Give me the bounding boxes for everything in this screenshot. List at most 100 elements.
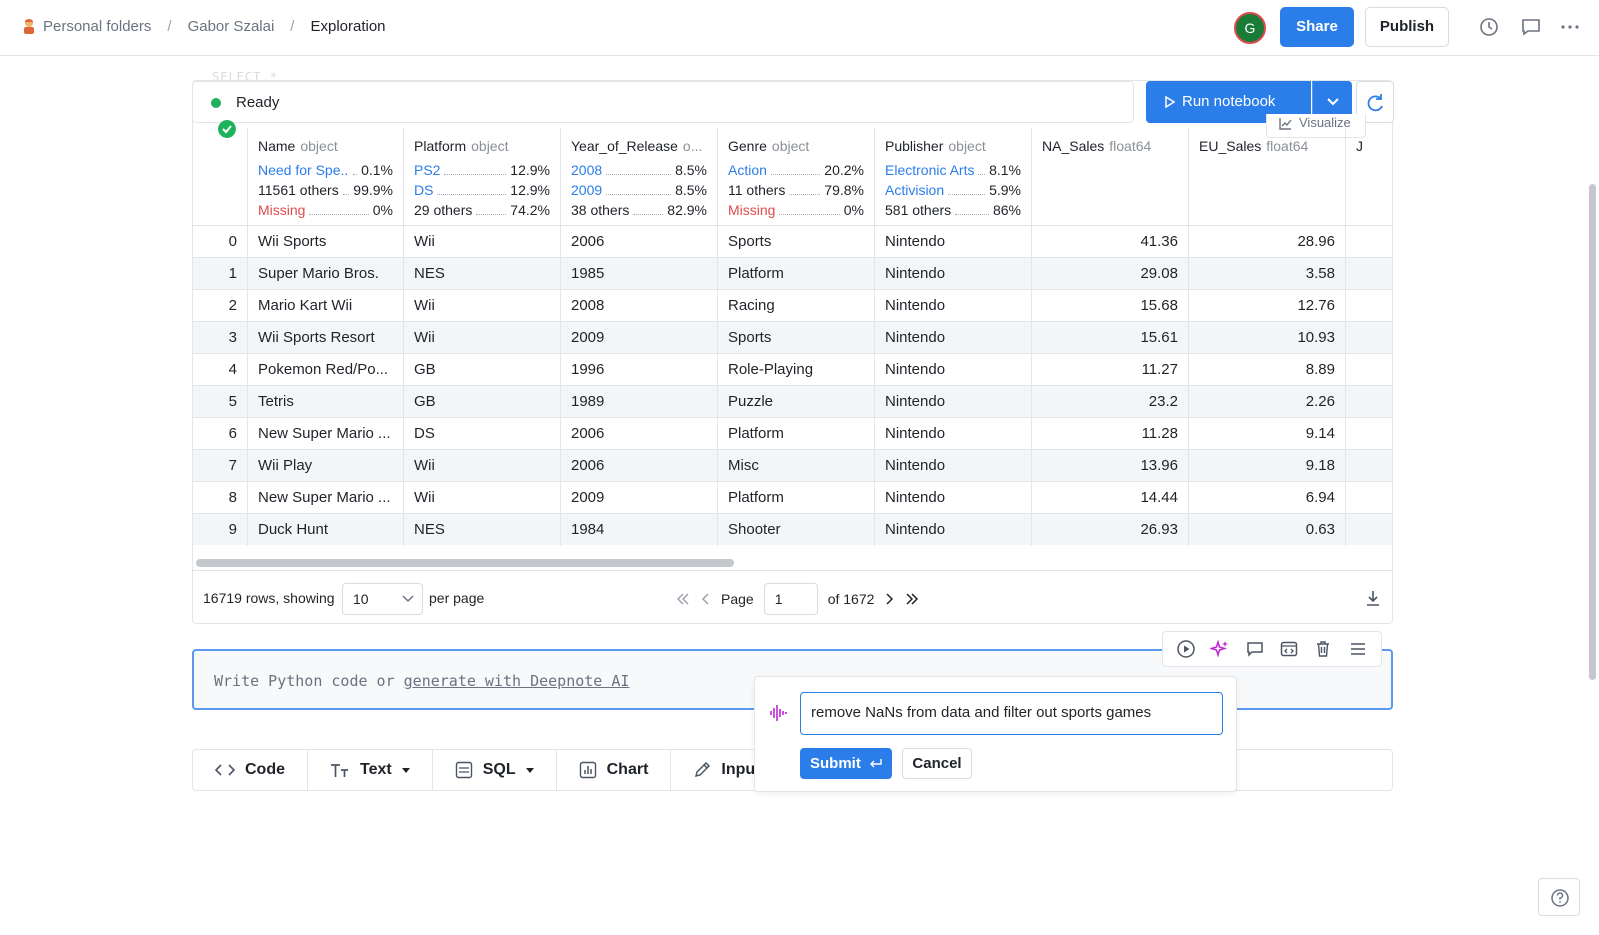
generate-with-ai-link[interactable]: generate with Deepnote AI	[403, 672, 630, 690]
comment-icon[interactable]	[1245, 639, 1265, 659]
add-sql-button[interactable]: SQL	[433, 750, 557, 790]
table-row[interactable]: 5 Tetris GB 1989 Puzzle Nintendo 23.2 2.26	[193, 385, 1392, 418]
add-chart-label: Chart	[606, 761, 649, 778]
pagination: Page 1 of 1672	[675, 583, 920, 615]
caret-down-icon	[525, 767, 534, 773]
stat-label[interactable]: Electronic Arts	[885, 162, 975, 178]
column-header[interactable]: Genre object Action 20.2% 11 others 79.8% Miss…	[718, 128, 875, 228]
stat-label[interactable]: Missing	[728, 202, 776, 218]
stat-label[interactable]: Activision	[885, 182, 945, 198]
add-chart-button[interactable]: Chart	[557, 750, 672, 790]
previous-page-icon[interactable]	[701, 592, 711, 606]
column-name: Publisher object	[885, 138, 1021, 154]
column-dtype: object	[771, 138, 810, 154]
next-page-icon[interactable]	[884, 592, 894, 606]
table-cell: 26.93	[1032, 514, 1189, 546]
cancel-button[interactable]: Cancel	[902, 748, 972, 779]
table-cell	[1346, 322, 1392, 354]
pencil-icon	[695, 761, 711, 778]
row-index: 3	[193, 322, 248, 354]
breadcrumb-user[interactable]: Gabor Szalai	[187, 17, 275, 35]
table-row[interactable]: 2 Mario Kart Wii Wii 2008 Racing Nintendo 15.6…	[193, 289, 1392, 322]
menu-icon[interactable]	[1348, 639, 1368, 659]
help-button[interactable]	[1538, 878, 1580, 916]
page-number-input[interactable]: 1	[763, 583, 818, 615]
history-clock-icon[interactable]	[1478, 16, 1500, 38]
stat-dots	[789, 194, 821, 195]
table-row[interactable]: 7 Wii Play Wii 2006 Misc Nintendo 13.96 9.18	[193, 449, 1392, 482]
column-header[interactable]: Platform object PS2 12.9% DS 12.9% 29 others 74…	[404, 128, 561, 228]
trash-icon[interactable]	[1313, 639, 1333, 659]
column-stat-row: Need for Spe... 0.1%	[258, 160, 393, 180]
share-button[interactable]: Share	[1280, 7, 1354, 47]
add-code-button[interactable]: Code	[193, 750, 308, 790]
vertical-scrollbar[interactable]	[1589, 184, 1596, 680]
stat-label[interactable]: DS	[414, 182, 434, 198]
column-stats: Electronic Arts 8.1% Activision 5.9% 581 oth…	[885, 160, 1021, 220]
table-row[interactable]: 1 Super Mario Bros. NES 1985 Platform Nintend…	[193, 257, 1392, 290]
table-cell: 28.96	[1189, 226, 1346, 258]
add-text-button[interactable]: Text	[308, 750, 433, 790]
column-header[interactable]: EU_Sales float64	[1189, 128, 1346, 228]
column-header[interactable]: J	[1346, 128, 1392, 228]
table-row[interactable]: 8 New Super Mario ... Wii 2009 Platform Ninte…	[193, 481, 1392, 514]
stat-label[interactable]: Need for Spe...	[258, 162, 350, 178]
visualize-button[interactable]: Visualize	[1266, 114, 1366, 138]
table-cell: 14.44	[1032, 482, 1189, 514]
table-cell: 10.93	[1189, 322, 1346, 354]
table-cell	[1346, 290, 1392, 322]
table-cell: 2008	[561, 290, 718, 322]
play-icon	[1165, 96, 1176, 108]
ai-prompt-input[interactable]: remove NaNs from data and filter out spo…	[800, 692, 1223, 735]
breadcrumb-personal-folders[interactable]: Personal folders	[43, 17, 152, 35]
column-name: J	[1356, 138, 1392, 154]
stat-label[interactable]: Missing	[258, 202, 306, 218]
column-stat-row: 2008 8.5%	[571, 160, 707, 180]
breadcrumb-separator: /	[290, 17, 295, 35]
avatar[interactable]: G	[1234, 12, 1266, 44]
ai-sparkles-icon[interactable]	[1210, 639, 1230, 659]
breadcrumb: Personal folders / Gabor Szalai / Explor…	[20, 17, 386, 35]
column-dtype: object	[471, 138, 509, 154]
stat-label[interactable]: Action	[728, 162, 767, 178]
table-cell: Shooter	[718, 514, 875, 546]
column-header[interactable]: NA_Sales float64	[1032, 128, 1189, 228]
last-page-icon[interactable]	[904, 592, 920, 606]
run-cell-icon[interactable]	[1176, 639, 1196, 659]
stat-label[interactable]: 2009	[571, 182, 603, 198]
stat-label[interactable]: PS2	[414, 162, 441, 178]
page-size-select[interactable]: 10	[342, 583, 423, 615]
table-cell: 2009	[561, 482, 718, 514]
refresh-icon	[1367, 94, 1383, 112]
column-name-text: EU_Sales	[1199, 138, 1262, 154]
horizontal-scrollbar[interactable]	[196, 559, 734, 567]
more-options-icon[interactable]	[1559, 16, 1581, 38]
table-cell: 11.27	[1032, 354, 1189, 386]
column-header[interactable]: Name object Need for Spe... 0.1% 11561 other…	[248, 128, 404, 228]
table-cell: DS	[404, 418, 561, 450]
column-header[interactable]: Publisher object Electronic Arts 8.1% Activi…	[875, 128, 1032, 228]
add-input-button[interactable]: Input	[671, 750, 782, 790]
first-page-icon[interactable]	[675, 592, 691, 606]
table-row[interactable]: 6 New Super Mario ... DS 2006 Platform Ninten…	[193, 417, 1392, 450]
comments-icon[interactable]	[1520, 16, 1542, 38]
table-row[interactable]: 4 Pokemon Red/Po... GB 1996 Role-Playing Nint…	[193, 353, 1392, 386]
breadcrumb-exploration[interactable]: Exploration	[310, 17, 386, 35]
table-row[interactable]: 9 Duck Hunt NES 1984 Shooter Nintendo 26.93 0.6…	[193, 513, 1392, 546]
table-cell: Mario Kart Wii	[248, 290, 404, 322]
table-cell: 12.76	[1189, 290, 1346, 322]
column-name: EU_Sales float64	[1199, 138, 1335, 154]
table-row[interactable]: 0 Wii Sports Wii 2006 Sports Nintendo 41.36 28.…	[193, 225, 1392, 258]
download-icon[interactable]	[1365, 589, 1381, 607]
table-cell: Role-Playing	[718, 354, 875, 386]
submit-button[interactable]: Submit	[800, 748, 892, 779]
table-cell: 11.28	[1032, 418, 1189, 450]
code-block-icon[interactable]	[1279, 639, 1299, 659]
column-header[interactable]: Year_of_Release o... 2008 8.5% 2009 8.5% 38 ot…	[561, 128, 718, 228]
table-row[interactable]: 3 Wii Sports Resort Wii 2009 Sports Nintendo 1…	[193, 321, 1392, 354]
publish-button[interactable]: Publish	[1365, 7, 1449, 47]
status-bar: Ready	[192, 81, 1134, 123]
refresh-button[interactable]	[1356, 81, 1394, 123]
voice-waveform-icon[interactable]	[769, 703, 787, 723]
stat-label[interactable]: 2008	[571, 162, 603, 178]
